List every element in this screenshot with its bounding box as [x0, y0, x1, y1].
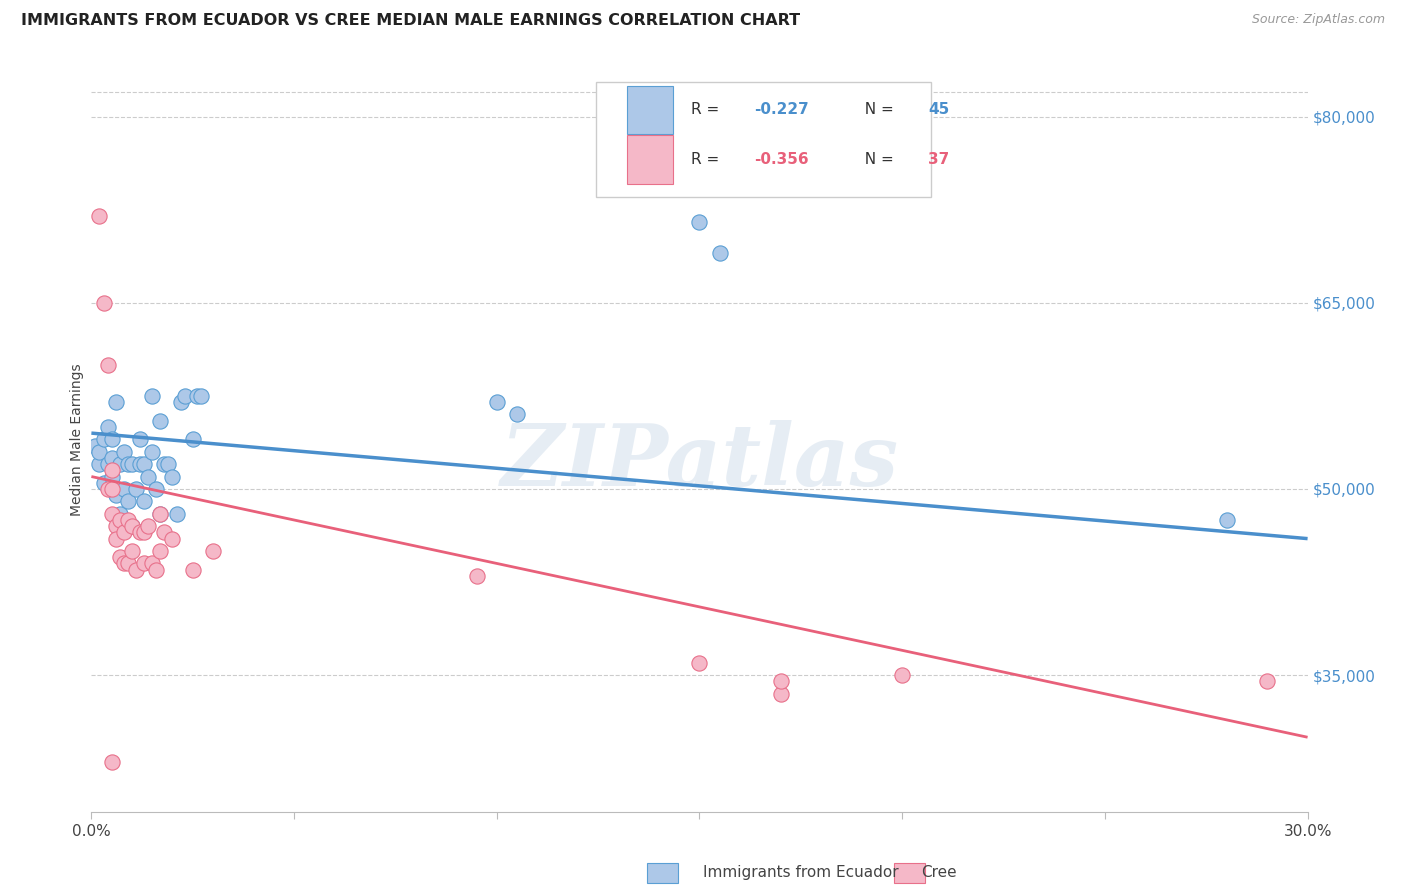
Point — [112, 444, 135, 458]
Point — [162, 532, 184, 546]
Point — [100, 755, 122, 769]
Point — [121, 519, 143, 533]
Point — [100, 433, 122, 447]
Text: ZIPatlas: ZIPatlas — [501, 420, 898, 503]
Text: 45: 45 — [928, 103, 949, 117]
Text: N =: N = — [855, 103, 898, 117]
Point — [132, 525, 155, 540]
Point — [132, 494, 155, 508]
Text: Immigrants from Ecuador: Immigrants from Ecuador — [703, 865, 898, 880]
Point — [100, 450, 122, 465]
Point — [153, 525, 176, 540]
Point — [89, 444, 111, 458]
Point — [149, 507, 172, 521]
Text: -0.356: -0.356 — [754, 153, 808, 167]
Text: 37: 37 — [928, 153, 949, 167]
Text: Source: ZipAtlas.com: Source: ZipAtlas.com — [1251, 13, 1385, 27]
Point — [769, 674, 792, 689]
Point — [506, 408, 529, 422]
Point — [104, 395, 127, 409]
Text: IMMIGRANTS FROM ECUADOR VS CREE MEDIAN MALE EARNINGS CORRELATION CHART: IMMIGRANTS FROM ECUADOR VS CREE MEDIAN M… — [21, 13, 800, 29]
Point — [108, 507, 131, 521]
Point — [100, 482, 122, 496]
Point — [132, 457, 155, 471]
FancyBboxPatch shape — [627, 86, 672, 134]
Point — [145, 482, 167, 496]
Point — [112, 482, 135, 496]
Point — [141, 389, 163, 403]
Point — [129, 525, 152, 540]
Point — [181, 433, 204, 447]
Point — [169, 395, 191, 409]
Point — [117, 513, 139, 527]
Point — [149, 414, 172, 428]
Point — [108, 513, 131, 527]
Point — [93, 295, 115, 310]
Point — [769, 687, 792, 701]
Point — [149, 544, 172, 558]
Point — [112, 525, 135, 540]
Point — [108, 550, 131, 565]
Point — [202, 544, 225, 558]
Point — [108, 457, 131, 471]
Point — [129, 433, 152, 447]
Point — [93, 433, 115, 447]
Point — [100, 463, 122, 477]
Point — [162, 469, 184, 483]
Point — [125, 482, 148, 496]
Point — [190, 389, 212, 403]
Point — [136, 469, 159, 483]
Text: R =: R = — [690, 103, 724, 117]
Point — [136, 519, 159, 533]
Point — [117, 494, 139, 508]
Point — [145, 563, 167, 577]
Text: -0.227: -0.227 — [754, 103, 808, 117]
Point — [97, 482, 120, 496]
Point — [89, 209, 111, 223]
Point — [104, 488, 127, 502]
Point — [84, 438, 107, 452]
Point — [104, 532, 127, 546]
Text: N =: N = — [855, 153, 898, 167]
Point — [121, 519, 143, 533]
Y-axis label: Median Male Earnings: Median Male Earnings — [70, 363, 84, 516]
Point — [1256, 674, 1278, 689]
Text: R =: R = — [690, 153, 724, 167]
Point — [1215, 513, 1237, 527]
Point — [141, 444, 163, 458]
Point — [100, 507, 122, 521]
Point — [186, 389, 208, 403]
Point — [465, 569, 488, 583]
Point — [688, 215, 710, 229]
Point — [173, 389, 195, 403]
Point — [132, 557, 155, 571]
Point — [97, 358, 120, 372]
Point — [104, 519, 127, 533]
FancyBboxPatch shape — [596, 82, 931, 197]
Point — [100, 469, 122, 483]
Point — [121, 457, 143, 471]
Point — [141, 557, 163, 571]
Text: Cree: Cree — [921, 865, 956, 880]
Point — [688, 656, 710, 670]
Point — [485, 395, 508, 409]
Point — [166, 507, 188, 521]
Point — [157, 457, 180, 471]
Point — [129, 457, 152, 471]
Point — [117, 557, 139, 571]
Point — [709, 246, 731, 260]
Point — [153, 457, 176, 471]
Point — [89, 457, 111, 471]
Point — [181, 563, 204, 577]
Point — [97, 420, 120, 434]
Point — [891, 668, 914, 682]
FancyBboxPatch shape — [627, 136, 672, 184]
Point — [93, 475, 115, 490]
Point — [112, 557, 135, 571]
Point — [121, 544, 143, 558]
Point — [125, 563, 148, 577]
Point — [149, 507, 172, 521]
Point — [117, 457, 139, 471]
Point — [97, 457, 120, 471]
